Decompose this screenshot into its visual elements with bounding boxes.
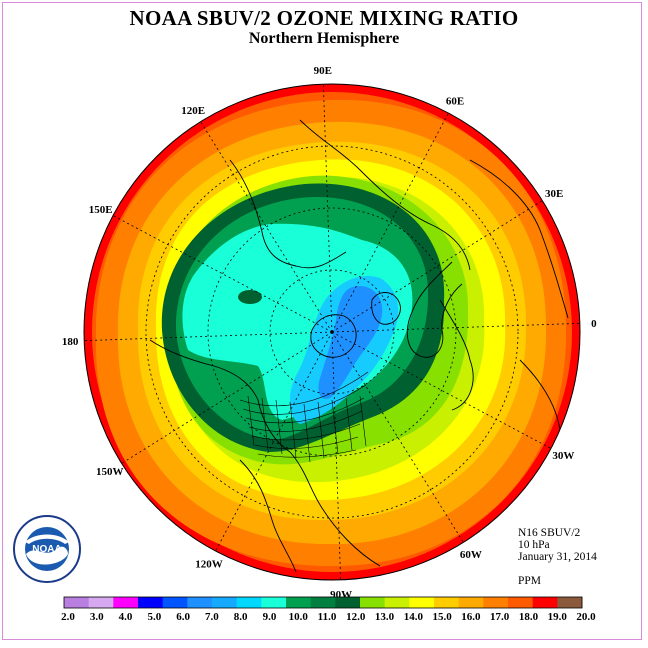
legend-tick-label: 4.0 — [119, 611, 133, 623]
legend-tick-label: 17.0 — [490, 611, 510, 623]
legend-tick-label: 18.0 — [519, 611, 539, 623]
meridian-line — [215, 331, 333, 552]
latitude-circle — [269, 269, 395, 395]
us-grid-line — [275, 399, 283, 455]
legend-swatch — [113, 597, 139, 608]
map-title: NOAA SBUV/2 OZONE MIXING RATIO — [129, 6, 519, 30]
us-grid-line — [245, 397, 365, 424]
noaa-logo-icon: NOAA — [13, 515, 81, 583]
us-grid-line — [317, 401, 325, 459]
legend-swatch — [64, 597, 90, 608]
longitude-label: 60W — [460, 549, 482, 561]
legend-swatch — [162, 597, 188, 608]
meridian-line — [331, 331, 342, 580]
legend-tick-label: 8.0 — [234, 611, 248, 623]
legend-swatch — [335, 597, 361, 608]
meridian-line — [84, 331, 333, 342]
map-subtitle: Northern Hemisphere — [248, 30, 400, 47]
legend-swatch — [138, 597, 164, 608]
legend-swatch — [409, 597, 435, 608]
legend-swatch — [212, 597, 238, 608]
meridian-line — [112, 215, 333, 333]
longitude-label: 150E — [89, 204, 113, 216]
meridian-line — [331, 331, 464, 543]
legend-tick-label: 20.0 — [576, 611, 596, 623]
legend-swatch — [557, 597, 583, 608]
longitude-label: 180 — [62, 336, 79, 348]
latitude-circle — [145, 145, 519, 519]
legend-swatch — [508, 597, 534, 608]
us-grid-line — [359, 395, 367, 447]
meridian-line — [331, 112, 449, 333]
us-grid-line — [251, 423, 361, 441]
us-grid-line — [289, 401, 297, 459]
legend-swatch — [310, 597, 336, 608]
legend-tick-label: 3.0 — [90, 611, 104, 623]
longitude-label: 0 — [591, 318, 597, 330]
units-label: PPM — [518, 575, 542, 587]
us-grid-line — [247, 395, 255, 447]
legend-tick-label: 15.0 — [432, 611, 452, 623]
meridian-line — [121, 331, 333, 464]
logo-text: NOAA — [32, 544, 61, 555]
color-legend: 2.0 3.0 4.0 5.0 6.0 7.0 8.0 9.0 10.0 11.0 12.0 13.0… — [61, 596, 596, 623]
legend-tick-label: 5.0 — [147, 611, 161, 623]
satellite-label: N16 SBUV/2 — [518, 527, 581, 539]
legend-swatch — [532, 597, 558, 608]
us-grid-line — [242, 384, 367, 415]
legend-tick-label: 10.0 — [289, 611, 309, 623]
us-grid-line — [254, 436, 359, 449]
legend-tick-label: 11.0 — [318, 611, 337, 623]
map-boundary — [83, 83, 581, 581]
meridian-line — [331, 322, 580, 333]
legend-swatch — [483, 597, 509, 608]
contour-11-12-patch — [238, 290, 262, 304]
legend-swatch — [360, 597, 386, 608]
latitude-circle — [207, 207, 457, 457]
legend-swatch — [434, 597, 460, 608]
longitude-label: 60E — [446, 96, 464, 108]
longitude-label: 30W — [552, 450, 574, 462]
legend-tick-label: 7.0 — [205, 611, 219, 623]
plot-frame — [2, 2, 642, 640]
legend-swatch — [88, 597, 114, 608]
legend-outline — [63, 596, 583, 609]
legend-swatch — [384, 597, 410, 608]
date-label: January 31, 2014 — [518, 551, 597, 563]
us-grid-line — [248, 410, 363, 432]
longitude-label: 30E — [545, 188, 563, 200]
us-grid-line — [345, 397, 353, 451]
meridian-line — [322, 84, 333, 333]
legend-tick-label: 16.0 — [461, 611, 481, 623]
pressure-label: 10 hPa — [518, 539, 550, 551]
contour-7-8 — [318, 286, 383, 399]
graticule — [84, 84, 580, 580]
legend-swatch — [236, 597, 262, 608]
legend-swatch — [261, 597, 287, 608]
us-gridbox — [239, 371, 369, 463]
meridian-line — [331, 331, 552, 449]
legend-swatch — [187, 597, 213, 608]
us-grid-line — [261, 397, 269, 451]
legend-tick-label: 14.0 — [404, 611, 424, 623]
longitude-label: 90E — [314, 65, 332, 77]
us-grid-line — [303, 403, 311, 463]
meridian-line — [331, 200, 543, 333]
us-grid-line — [239, 371, 369, 407]
legend-swatch — [286, 597, 312, 608]
legend-tick-label: 19.0 — [548, 611, 568, 623]
meridian-line — [200, 121, 333, 333]
legend-tick-label: 13.0 — [375, 611, 395, 623]
longitude-label: 120W — [195, 558, 223, 570]
legend-tick-label: 9.0 — [263, 611, 277, 623]
legend-tick-label: 6.0 — [176, 611, 190, 623]
longitude-label: 120E — [181, 105, 205, 117]
longitude-label: 150W — [96, 466, 124, 478]
us-grid-line — [257, 449, 357, 458]
legend-swatch — [458, 597, 484, 608]
legend-tick-label: 12.0 — [346, 611, 366, 623]
legend-tick-label: 2.0 — [61, 611, 75, 623]
